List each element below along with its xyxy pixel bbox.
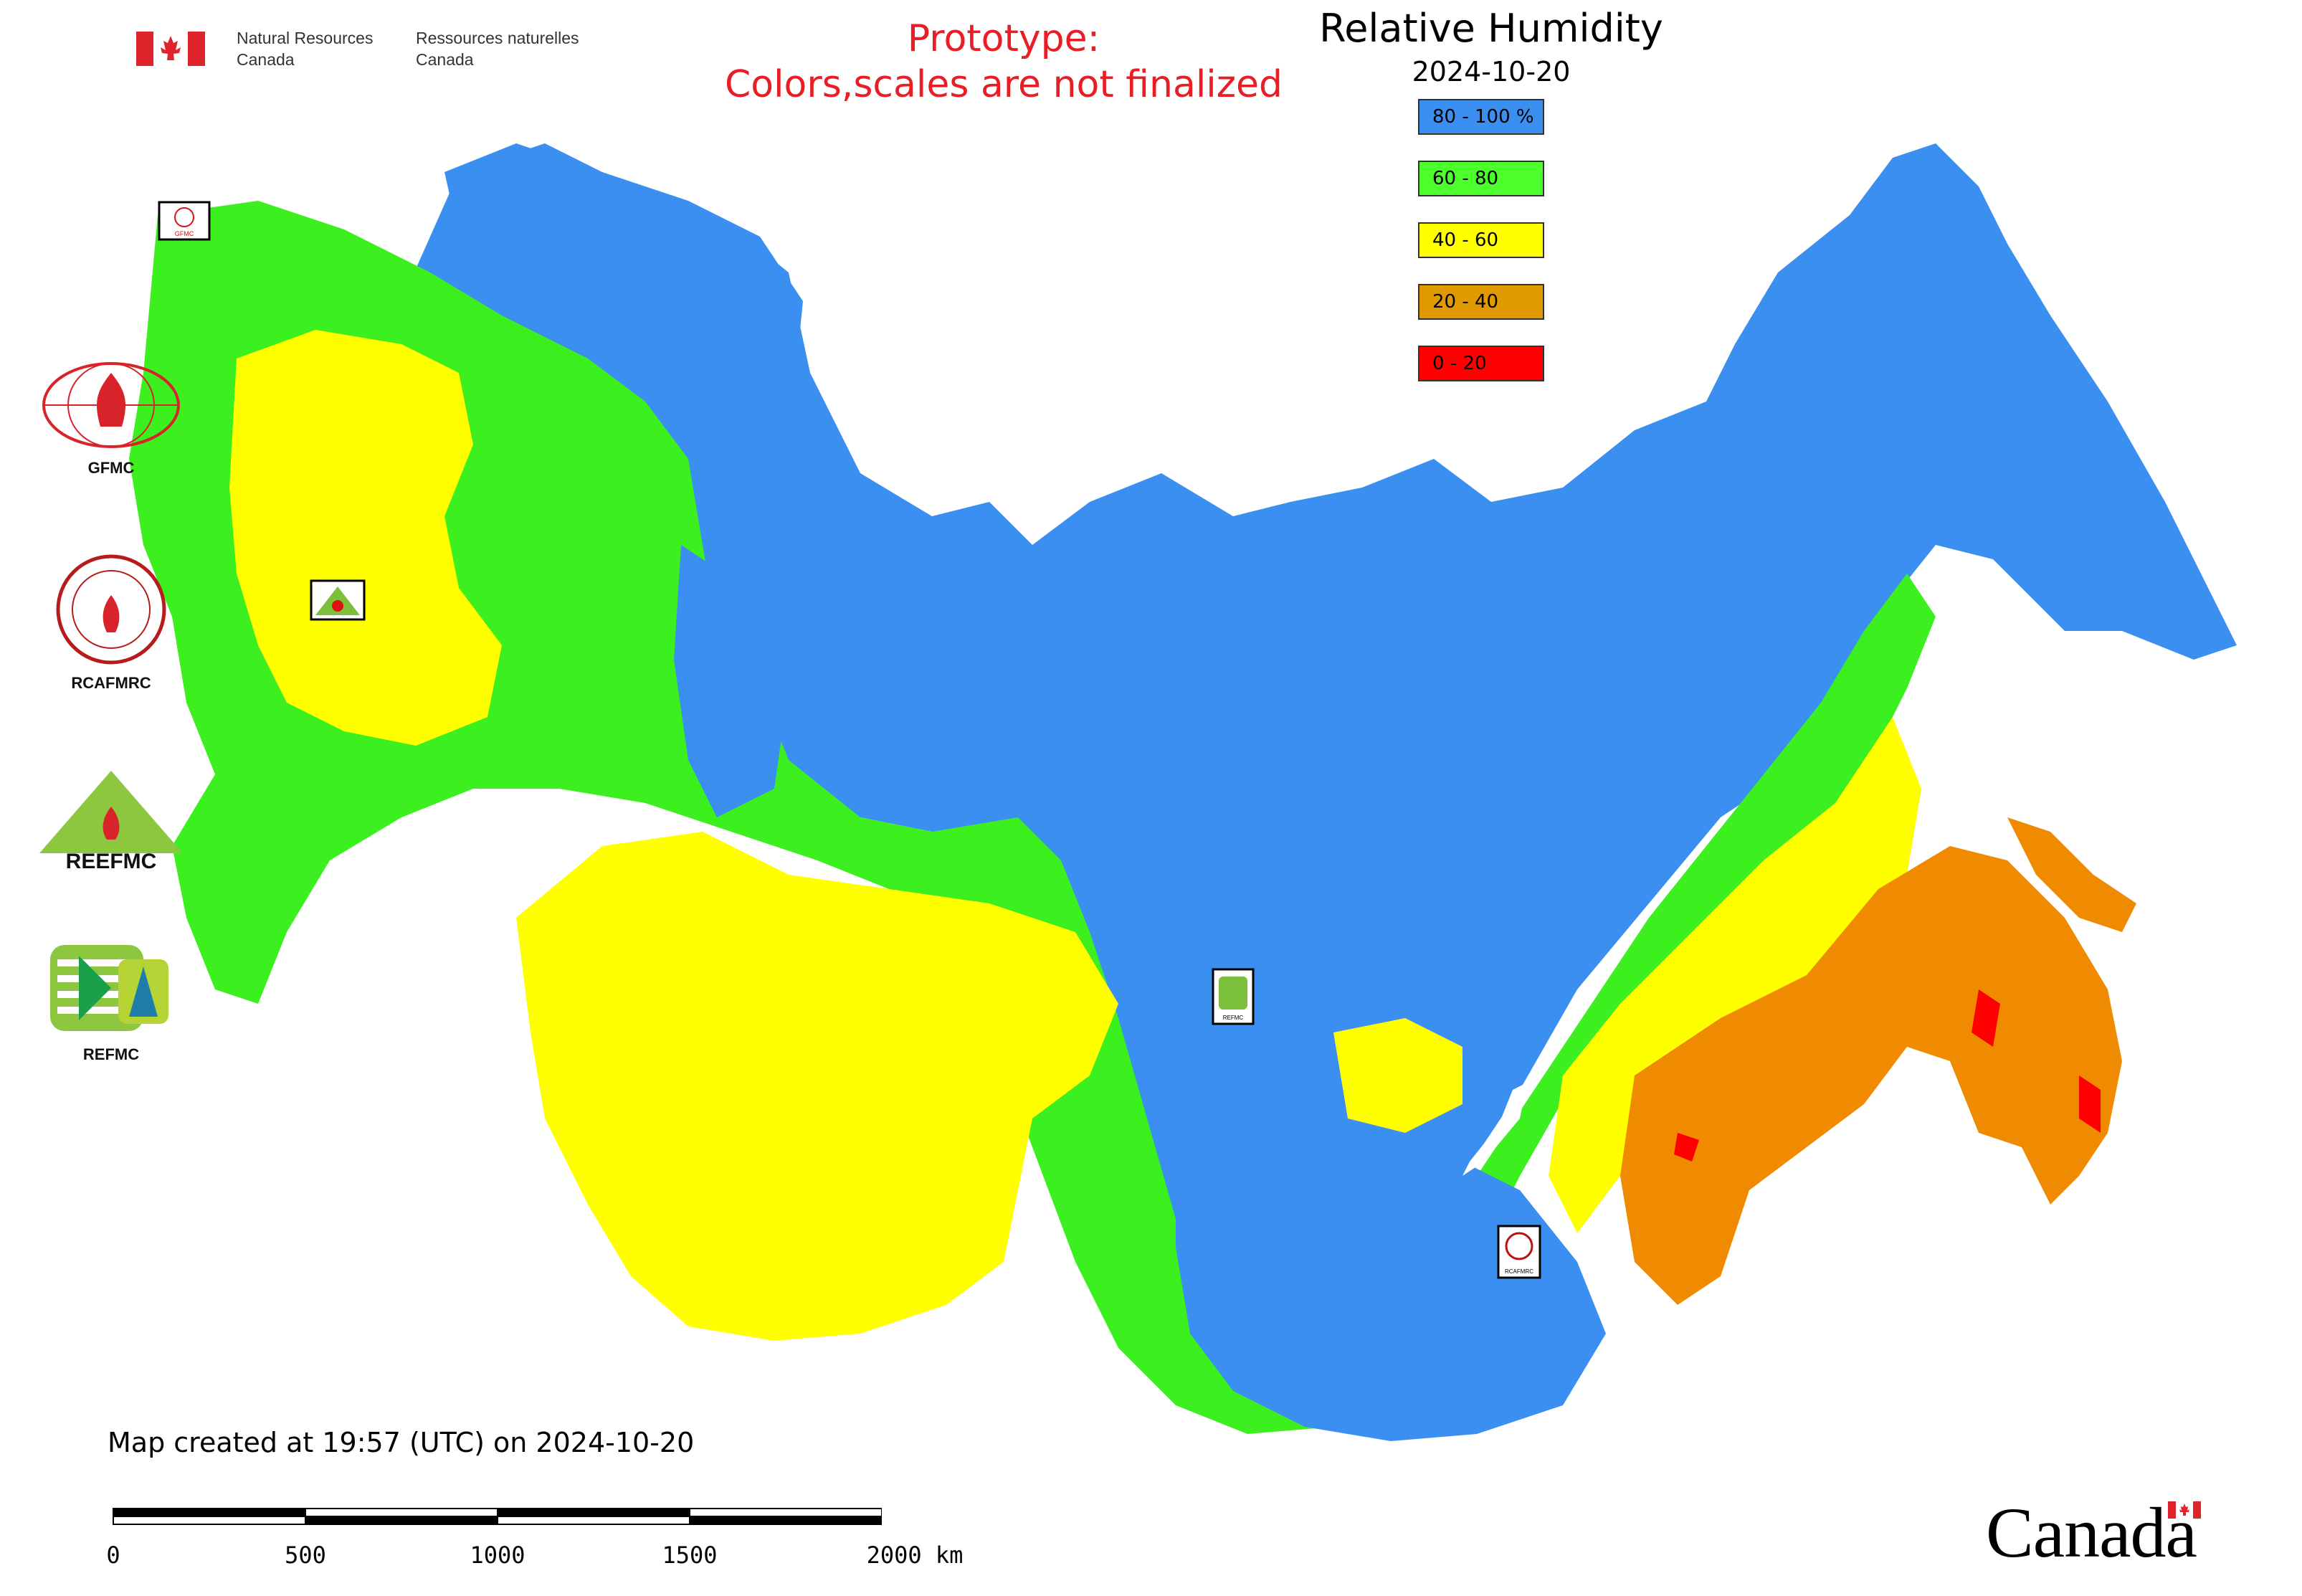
prototype-line1: Prototype: [907, 17, 1100, 60]
org-name-fr: Ressources naturelles Canada [416, 27, 579, 70]
canada-flag-icon [136, 32, 205, 66]
map-marker-label: RCAFMRC [1505, 1268, 1533, 1275]
legend-item-20-40: 20 - 40 [1418, 284, 1544, 320]
rcafmrc-logo-icon [56, 554, 166, 665]
caspian-sea [430, 975, 473, 1147]
region-0-20-a [1972, 989, 2000, 1047]
region-0-20-c [1674, 1133, 1699, 1162]
scale-tick-1500: 1500 [662, 1542, 718, 1569]
scale-bar-graphic [113, 1508, 883, 1525]
org-fr-line2: Canada [416, 50, 474, 69]
refmc-logo-block: REFMC [29, 945, 194, 1064]
wordmark-flag-icon [2167, 1501, 2201, 1519]
scale-tick-1000: 1000 [470, 1542, 525, 1569]
map-title: Relative Humidity [1319, 6, 1663, 51]
reefmc-wordmark: REEFMC [66, 850, 157, 871]
region-80-100-south [1176, 1118, 1606, 1441]
scale-tick-2000: 2000 km [866, 1542, 964, 1569]
reefmc-logo-icon: REEFMC [39, 771, 183, 873]
map-marker-label: REFMC [1223, 1015, 1244, 1021]
refmc-logo-icon [50, 945, 168, 1031]
refmc-caption: REFMC [82, 1045, 140, 1063]
region-0-20-b [2079, 1075, 2101, 1133]
scale-tick-0: 0 [106, 1542, 120, 1569]
canada-wordmark-text: Canada [1986, 1493, 2197, 1572]
prototype-notice: Prototype: Colors,scales are not finaliz… [645, 16, 1362, 108]
scale-bar: 0 500 1000 1500 2000 km [106, 1504, 997, 1576]
region-40-60-west [229, 330, 502, 746]
region-40-60-baikal [1333, 1018, 1462, 1133]
org-en-line2: Canada [237, 50, 295, 69]
map-created-timestamp: Map created at 19:57 (UTC) on 2024-10-20 [108, 1427, 695, 1458]
prototype-line2: Colors,scales are not finalized [724, 63, 1283, 106]
org-en-line1: Natural Resources [237, 29, 374, 47]
rcafmrc-logo-block: RCAFMRC [29, 552, 194, 693]
rcafmrc-caption: RCAFMRC [71, 674, 151, 692]
region-80-100 [401, 143, 2237, 1405]
gfmc-caption: GFMC [87, 459, 135, 477]
map-date: 2024-10-20 [1412, 56, 1571, 87]
map-marker-refmc: REFMC [1212, 968, 1255, 1025]
legend-item-80-100: 80 - 100 % [1418, 99, 1544, 135]
region-20-40-peninsula [2007, 817, 2136, 932]
reefmc-logo-block: REEFMC [29, 764, 194, 874]
map-marker-gfmc: GFMC [158, 201, 211, 241]
org-fr-line1: Ressources naturelles [416, 29, 579, 47]
legend-item-60-80: 60 - 80 [1418, 161, 1544, 196]
canada-wordmark: Canada [1986, 1491, 2201, 1574]
map-marker-rcafmrc: RCAFMRC [1497, 1225, 1541, 1279]
region-20-40 [1620, 846, 2122, 1305]
legend-item-40-60: 40 - 60 [1418, 222, 1544, 258]
gfmc-logo-block: GFMC [29, 358, 194, 478]
lake-baikal [1462, 1083, 1527, 1176]
legend-item-0-20: 0 - 20 [1418, 346, 1544, 381]
map-marker-refmc-west [310, 579, 366, 621]
nrcan-signature: Natural Resources Canada Ressources natu… [136, 27, 609, 77]
map-marker-label: GFMC [175, 230, 194, 237]
region-60-80 [129, 201, 1936, 1434]
gfmc-logo-icon [42, 362, 180, 448]
region-80-100-west [674, 545, 789, 817]
region-40-60-central [516, 832, 1118, 1341]
region-80-100-kola [444, 143, 803, 445]
scale-tick-500: 500 [285, 1542, 326, 1569]
org-name-en: Natural Resources Canada [237, 27, 373, 70]
